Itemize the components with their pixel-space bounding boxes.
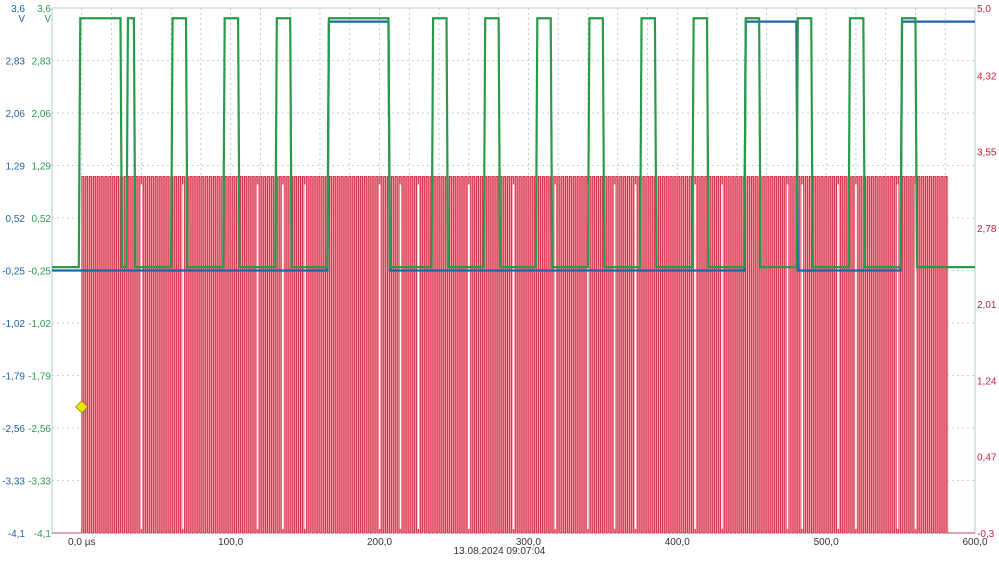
series-green-line	[52, 17, 975, 269]
y-tick-label: 3,6	[11, 4, 25, 15]
y-tick-label: -2,56	[28, 424, 51, 435]
x-tick-label: 300,0	[516, 537, 541, 548]
y-tick-label: 2,06	[6, 109, 26, 120]
x-tick-label: 500,0	[814, 537, 839, 548]
y-tick-label: -0,3	[977, 529, 995, 540]
y-tick-label: 1,29	[6, 162, 26, 173]
y-tick-label: 2,83	[6, 57, 26, 68]
y-tick-label: -1,02	[28, 319, 51, 330]
x-tick-label: 200,0	[367, 537, 392, 548]
y-tick-label: -3,33	[2, 477, 25, 488]
y-axis-left-inner: 3,6 2,83 2,06 1,29 0,52 -0,25 -1,02 -1,79 -2,56 -…	[28, 4, 51, 540]
x-tick-label: 0,0 µs	[68, 537, 95, 548]
y-tick-label: -1,02	[2, 319, 25, 330]
y-axis-unit: V	[977, 0, 984, 1]
y-axis-left-outer: 3,6 2,83 2,06 1,29 0,52 -0,25 -1,02 -1,79 -2,56 -…	[2, 4, 25, 540]
series-red-channel	[52, 175, 975, 534]
x-axis: 0,0 µs 100,0 200,0 300,0 400,0 500,0 600,0	[68, 537, 988, 548]
capture-timestamp: 13.08.2024 09:07:04	[453, 546, 546, 557]
series-green-channel	[52, 17, 975, 269]
y-tick-label: 1,29	[32, 162, 52, 173]
y-tick-label: 1,24	[977, 376, 997, 387]
y-tick-label: 3,6	[37, 4, 51, 15]
y-tick-label: -4,1	[34, 529, 52, 540]
y-tick-label: 0,47	[977, 453, 997, 464]
y-tick-label: 3,55	[977, 148, 997, 159]
y-tick-label: 2,83	[32, 57, 52, 68]
y-tick-label: 5,0	[977, 4, 991, 15]
y-tick-label: -4,1	[8, 529, 26, 540]
y-tick-label: 2,06	[32, 109, 52, 120]
x-tick-label: 600,0	[962, 537, 987, 548]
y-axis-unit: V	[44, 14, 51, 25]
y-tick-label: -2,56	[2, 424, 25, 435]
y-axis-unit: V	[18, 14, 25, 25]
y-tick-label: -1,79	[2, 372, 25, 383]
y-axis-right: 5,0 4,32 3,55 2,78 2,01 1,24 0,47 -0,3 V	[977, 0, 997, 540]
y-tick-label: -0,25	[2, 267, 25, 278]
y-tick-label: -1,79	[28, 372, 51, 383]
y-tick-label: 4,32	[977, 71, 997, 82]
x-tick-label: 400,0	[665, 537, 690, 548]
series-red-line	[52, 175, 975, 534]
y-tick-label: 2,78	[977, 224, 997, 235]
trigger-marker[interactable]	[75, 400, 89, 414]
y-tick-label: 0,52	[32, 214, 52, 225]
trigger-diamond-icon[interactable]	[75, 400, 89, 414]
y-tick-label: -3,33	[28, 477, 51, 488]
y-tick-label: 0,52	[6, 214, 26, 225]
x-tick-label: 100,0	[218, 537, 243, 548]
y-tick-label: 2,01	[977, 300, 997, 311]
y-tick-label: -0,25	[28, 267, 51, 278]
